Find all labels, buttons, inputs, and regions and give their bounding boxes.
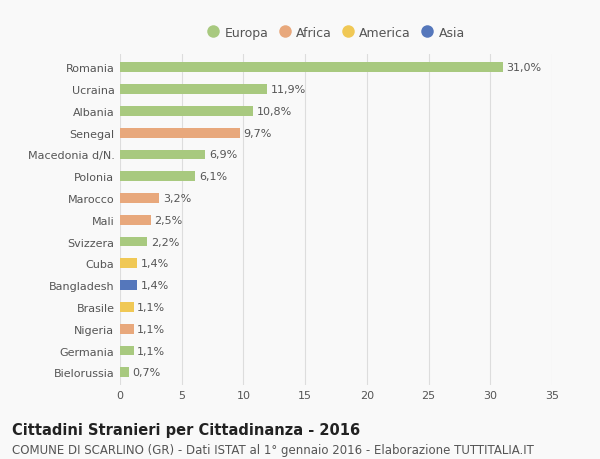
Bar	[120, 324, 134, 334]
Bar	[120, 194, 160, 203]
Text: 2,5%: 2,5%	[155, 215, 183, 225]
Text: 11,9%: 11,9%	[271, 85, 306, 95]
Text: COMUNE DI SCARLINO (GR) - Dati ISTAT al 1° gennaio 2016 - Elaborazione TUTTITALI: COMUNE DI SCARLINO (GR) - Dati ISTAT al …	[12, 443, 534, 457]
Bar	[120, 172, 195, 182]
Bar	[120, 106, 253, 117]
Bar	[120, 280, 137, 291]
Text: 3,2%: 3,2%	[163, 194, 191, 204]
Bar	[120, 346, 134, 356]
Text: 6,1%: 6,1%	[199, 172, 227, 182]
Text: 1,1%: 1,1%	[137, 346, 166, 356]
Text: 9,7%: 9,7%	[244, 129, 272, 138]
Bar	[120, 259, 137, 269]
Bar	[120, 129, 240, 138]
Text: Cittadini Stranieri per Cittadinanza - 2016: Cittadini Stranieri per Cittadinanza - 2…	[12, 422, 360, 437]
Bar	[120, 63, 503, 73]
Bar	[120, 215, 151, 225]
Legend: Europa, Africa, America, Asia: Europa, Africa, America, Asia	[202, 22, 470, 45]
Text: 1,4%: 1,4%	[141, 259, 169, 269]
Text: 6,9%: 6,9%	[209, 150, 237, 160]
Bar	[120, 368, 128, 377]
Text: 1,1%: 1,1%	[137, 324, 166, 334]
Bar	[120, 302, 134, 312]
Bar	[120, 85, 267, 95]
Text: 1,4%: 1,4%	[141, 280, 169, 291]
Text: 0,7%: 0,7%	[133, 368, 161, 377]
Bar	[120, 150, 205, 160]
Text: 2,2%: 2,2%	[151, 237, 179, 247]
Text: 10,8%: 10,8%	[257, 106, 292, 117]
Bar	[120, 237, 147, 247]
Text: 31,0%: 31,0%	[506, 63, 541, 73]
Text: 1,1%: 1,1%	[137, 302, 166, 312]
